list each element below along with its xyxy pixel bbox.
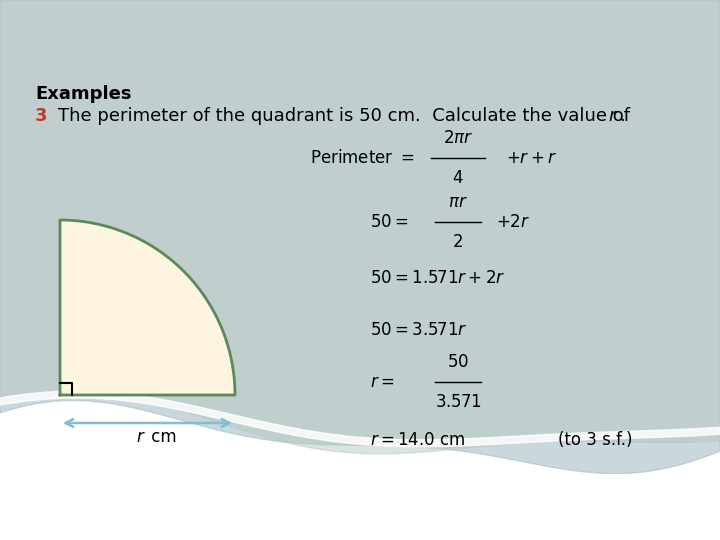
Text: $50$: $50$ [447, 353, 469, 371]
Text: $2$: $2$ [452, 233, 464, 251]
Text: r: r [608, 107, 616, 125]
Polygon shape [60, 220, 235, 395]
Text: $3.571$: $3.571$ [435, 393, 482, 411]
Text: (to 3 s.f.): (to 3 s.f.) [558, 431, 632, 449]
Text: $r =$: $r =$ [370, 373, 394, 391]
Text: Perimeter $=$: Perimeter $=$ [310, 149, 415, 167]
Text: r: r [136, 428, 143, 446]
Text: $+ r + r$: $+ r + r$ [506, 149, 557, 167]
Text: Examples: Examples [35, 85, 132, 103]
Text: 3: 3 [35, 107, 48, 125]
Text: $r = 14.0\ \mathrm{cm}$: $r = 14.0\ \mathrm{cm}$ [370, 431, 466, 449]
Text: $50 =$: $50 =$ [370, 213, 408, 231]
Text: .: . [619, 107, 625, 125]
Text: $50 = 3.571r$: $50 = 3.571r$ [370, 321, 467, 339]
Text: $4$: $4$ [452, 169, 464, 187]
Text: $\pi r$: $\pi r$ [448, 193, 468, 211]
Text: $+ 2r$: $+ 2r$ [496, 213, 530, 231]
Text: $2\pi r$: $2\pi r$ [443, 129, 473, 147]
Text: cm: cm [146, 428, 177, 446]
Text: The perimeter of the quadrant is 50 cm.  Calculate the value of: The perimeter of the quadrant is 50 cm. … [58, 107, 636, 125]
Text: $50 = 1.571r + 2r$: $50 = 1.571r + 2r$ [370, 269, 505, 287]
